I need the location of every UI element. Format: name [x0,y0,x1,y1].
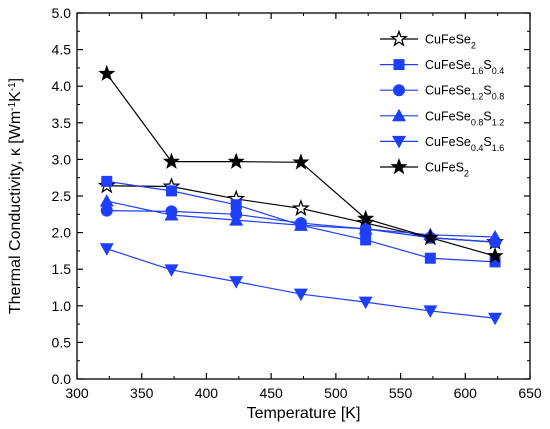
y-tick-label: 0.0 [52,371,72,387]
legend-item: CuFeSe1.6S0.4 [380,58,504,76]
data-point [486,247,504,264]
data-point [360,234,372,246]
x-tick-label: 350 [130,385,154,401]
series-layer [97,64,504,326]
legend-item: CuFeSe2 [380,29,476,51]
y-tick-label: 4.0 [52,78,72,94]
y-tick-label: 0.5 [52,334,72,350]
data-point [489,256,501,268]
x-tick-label: 650 [518,385,542,401]
legend-text: S [483,58,491,72]
legend-label: CuFeSe2 [425,33,476,51]
x-tick-label: 550 [389,385,413,401]
y-axis-title-part: ] [7,78,24,82]
series-4 [99,243,503,326]
data-point [293,218,308,231]
legend-marker [392,135,406,149]
y-axis-title-part: Thermal Conductivity, κ [Wm [7,111,24,314]
x-tick-label: 500 [324,385,348,401]
y-tick-label: 3.0 [52,151,72,167]
data-point [230,199,242,211]
data-point [164,264,179,277]
y-tick-label: 3.5 [52,115,72,131]
x-tick-label: 450 [259,385,283,401]
legend-text: CuFeSe [425,33,471,47]
legend-text: CuFeS [425,161,464,175]
data-point [99,243,114,256]
legend-subscript: 1.6 [471,66,484,76]
legend-marker [393,84,405,97]
data-point [358,221,373,235]
data-point [293,288,308,302]
legend-marker [390,29,408,47]
y-tick-label: 5.0 [52,5,72,21]
legend-text: S [483,109,491,123]
legend-item: CuFeSe0.8S1.2 [380,108,504,127]
legend-item: CuFeSe1.2S0.8 [380,84,504,102]
x-tick-label: 400 [195,385,219,401]
y-axis-title-superscript: -1 [7,82,18,91]
legend-text: CuFeSe [425,109,471,123]
data-point [101,175,113,187]
legend-subscript: 2 [464,169,469,179]
legend-subscript: 0.4 [471,143,484,153]
legend-label: CuFeSe1.6S0.4 [425,58,504,76]
legend-label: CuFeS2 [425,161,469,179]
data-point [423,305,438,318]
legend-subscript: 2 [471,41,476,51]
legend-label: CuFeSe1.2S0.8 [425,84,504,102]
legend-subscript: 0.8 [492,92,505,102]
legend-subscript: 0.8 [471,117,484,127]
data-point [164,208,179,221]
y-tick-label: 4.5 [52,42,72,58]
data-point [421,228,439,245]
legend-text: S [483,84,491,98]
legend-subscript: 1.2 [471,92,484,102]
data-point [165,185,177,197]
y-tick-label: 1.5 [52,261,72,277]
legend-text: S [483,135,491,149]
axis-ticks: 300 350 400 450 500 550 600 650 0.0 0.5 1.0 1.5 2.0 2… [52,5,542,401]
legend-label: CuFeSe0.8S1.2 [425,109,504,127]
y-axis-title-superscript: -1 [7,101,18,110]
legend-text: CuFeSe [425,84,471,98]
data-point [488,312,503,326]
legend-subscript: 1.2 [492,117,505,127]
data-point [357,209,375,226]
y-tick-label: 1.0 [52,298,72,314]
legend-subscript: 1.6 [492,143,505,153]
data-point [488,229,503,243]
data-point [229,213,244,226]
legend: CuFeSe2CuFeSe1.6S0.4CuFeSe1.2S0.8CuFeSe0… [380,29,504,179]
data-point [292,153,310,170]
data-point [291,199,310,217]
legend-text: CuFeSe [425,135,471,149]
y-tick-label: 2.5 [52,188,72,204]
data-point [162,152,181,169]
x-axis-title: Temperature [K] [247,405,361,422]
data-point [229,276,244,289]
legend-item: CuFeSe0.4S1.6 [380,135,504,153]
y-axis-title-part: K [7,91,24,102]
data-point [424,252,436,264]
legend-marker [390,158,408,175]
series-5 [98,64,504,264]
legend-label: CuFeSe0.4S1.6 [425,135,504,153]
y-axis-title: Thermal Conductivity, κ [Wm-1K-1] [7,78,25,314]
x-tick-label: 300 [65,385,89,401]
legend-marker [392,108,406,122]
legend-text: CuFeSe [425,58,471,72]
data-point [99,194,114,207]
legend-marker [393,59,405,71]
data-point [227,152,245,169]
x-tick-label: 600 [454,385,478,401]
data-point [98,64,116,81]
legend-subscript: 0.4 [492,66,505,76]
y-tick-label: 2.0 [52,225,72,241]
legend-item: CuFeS2 [380,158,469,179]
data-point [100,204,113,217]
data-point [358,296,373,310]
